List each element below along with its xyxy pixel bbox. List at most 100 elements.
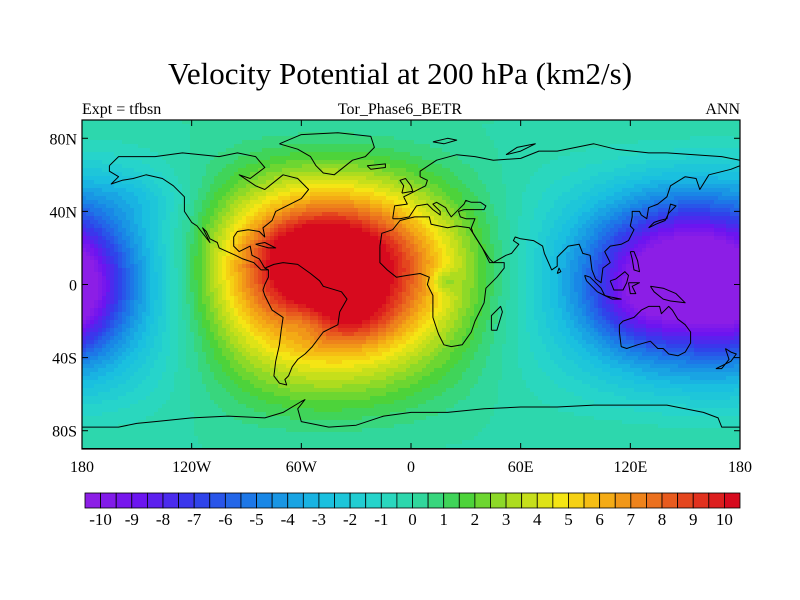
colorbar-box bbox=[708, 492, 725, 509]
colorbar-box bbox=[240, 492, 257, 509]
colorbar-box bbox=[536, 492, 554, 509]
colorbar-box bbox=[505, 492, 523, 509]
coastline-5 bbox=[490, 305, 503, 331]
colorbar-label: -1 bbox=[374, 510, 388, 529]
axes: 180 120W 60W 0 60E 120E 180 80N 40N 0 40S 80S bbox=[49, 120, 752, 476]
contour-field bbox=[82, 120, 740, 449]
x-tick-label: 120W bbox=[172, 459, 212, 476]
colorbar-label: -6 bbox=[218, 510, 232, 529]
colorbar-box bbox=[256, 492, 273, 509]
coastline-8 bbox=[648, 203, 677, 229]
colorbar-box bbox=[412, 492, 429, 509]
colorbar-box bbox=[630, 492, 647, 509]
colorbar-box bbox=[724, 492, 741, 509]
x-tick-label: 120E bbox=[613, 459, 647, 476]
colorbar-label: -10 bbox=[89, 510, 112, 529]
colorbar-label: 9 bbox=[689, 510, 698, 529]
colorbar-box bbox=[115, 492, 133, 509]
colorbar-label: 6 bbox=[595, 510, 604, 529]
x-tick-label: 180 bbox=[70, 459, 94, 476]
colorbar-box bbox=[131, 492, 148, 509]
colorbar-label: 1 bbox=[439, 510, 448, 529]
colorbar-box bbox=[318, 492, 335, 509]
coastline-0 bbox=[108, 152, 310, 271]
colorbar-box bbox=[302, 492, 320, 509]
coastline-11 bbox=[609, 271, 629, 291]
colorbar-label: 8 bbox=[658, 510, 667, 529]
colorbar-label: -9 bbox=[125, 510, 139, 529]
colorbar-label: -8 bbox=[156, 510, 170, 529]
colorbar-box bbox=[224, 492, 242, 509]
colorbar-box bbox=[349, 492, 367, 509]
y-tick-label: 80S bbox=[52, 424, 77, 441]
colorbar-box bbox=[490, 492, 507, 509]
colorbar-box bbox=[146, 492, 164, 509]
colorbar-box bbox=[427, 492, 445, 509]
colorbar-box bbox=[84, 492, 102, 509]
colorbar-label: 7 bbox=[627, 510, 636, 529]
coastline-20 bbox=[505, 143, 536, 156]
coastlines bbox=[82, 132, 740, 428]
colorbar-label: 4 bbox=[533, 510, 542, 529]
colorbar-label: 2 bbox=[471, 510, 480, 529]
colorbar-box bbox=[599, 492, 616, 509]
colorbar-label: -5 bbox=[249, 510, 263, 529]
x-tick-label: 0 bbox=[407, 459, 415, 476]
coastline-3 bbox=[392, 143, 740, 284]
colorbar-label: 5 bbox=[564, 510, 573, 529]
colorbar-box bbox=[334, 492, 351, 509]
x-tick-label: 60E bbox=[508, 459, 534, 476]
colorbar: -10 -9 -8 -7 -6 -5 -4 -3 -2 -1 0 1 2 3 4 5 6 7 8 9 10 bbox=[84, 492, 741, 529]
coastline-10 bbox=[604, 295, 622, 300]
coastline-12 bbox=[628, 282, 640, 295]
y-tick-label: 80N bbox=[49, 131, 77, 148]
coastline-13 bbox=[649, 285, 686, 304]
coastline-16 bbox=[366, 163, 386, 170]
x-tick-label: 60W bbox=[286, 459, 318, 476]
colorbar-label: -7 bbox=[187, 510, 202, 529]
colorbar-box bbox=[661, 492, 679, 509]
colorbar-label: 3 bbox=[502, 510, 511, 529]
colorbar-box bbox=[271, 492, 289, 509]
coastline-17 bbox=[255, 242, 277, 249]
colorbar-box bbox=[193, 492, 211, 509]
colorbar-box bbox=[443, 492, 460, 509]
colorbar-box bbox=[521, 492, 538, 509]
coastline-14 bbox=[629, 251, 640, 273]
colorbar-box bbox=[209, 492, 226, 509]
colorbar-box bbox=[287, 492, 304, 509]
coastline-1 bbox=[279, 132, 375, 176]
case-label: Tor_Phase6_BETR bbox=[337, 101, 463, 118]
colorbar-box bbox=[365, 492, 382, 509]
colorbar-box bbox=[677, 492, 694, 509]
y-tick-label: 40S bbox=[52, 351, 77, 368]
colorbar-label: 0 bbox=[408, 510, 417, 529]
experiment-label: Expt = tfbsn bbox=[82, 101, 162, 118]
colorbar-box bbox=[178, 492, 195, 509]
colorbar-box bbox=[614, 492, 632, 509]
colorbar-box bbox=[380, 492, 398, 509]
chart-title: Velocity Potential at 200 hPa (km2/s) bbox=[167, 56, 633, 91]
coastline-4 bbox=[379, 216, 505, 348]
colorbar-box bbox=[583, 492, 601, 509]
colorbar-label: -2 bbox=[343, 510, 357, 529]
colorbar-box bbox=[552, 492, 569, 509]
colorbar-box bbox=[646, 492, 663, 509]
y-tick-label: 0 bbox=[69, 278, 77, 295]
coastline-18 bbox=[82, 399, 740, 428]
colorbar-label: -3 bbox=[312, 510, 326, 529]
colorbar-box bbox=[568, 492, 585, 509]
colorbar-box bbox=[474, 492, 491, 509]
coastline-7 bbox=[715, 348, 737, 370]
coastline-2 bbox=[262, 262, 348, 386]
colorbar-label: 10 bbox=[716, 510, 733, 529]
colorbar-label: -4 bbox=[281, 510, 296, 529]
colorbar-box bbox=[100, 492, 117, 509]
y-tick-label: 40N bbox=[49, 204, 77, 221]
colorbar-box bbox=[458, 492, 476, 509]
coastline-6 bbox=[618, 305, 692, 357]
season-label: ANN bbox=[705, 101, 740, 118]
x-tick-label: 180 bbox=[728, 459, 752, 476]
